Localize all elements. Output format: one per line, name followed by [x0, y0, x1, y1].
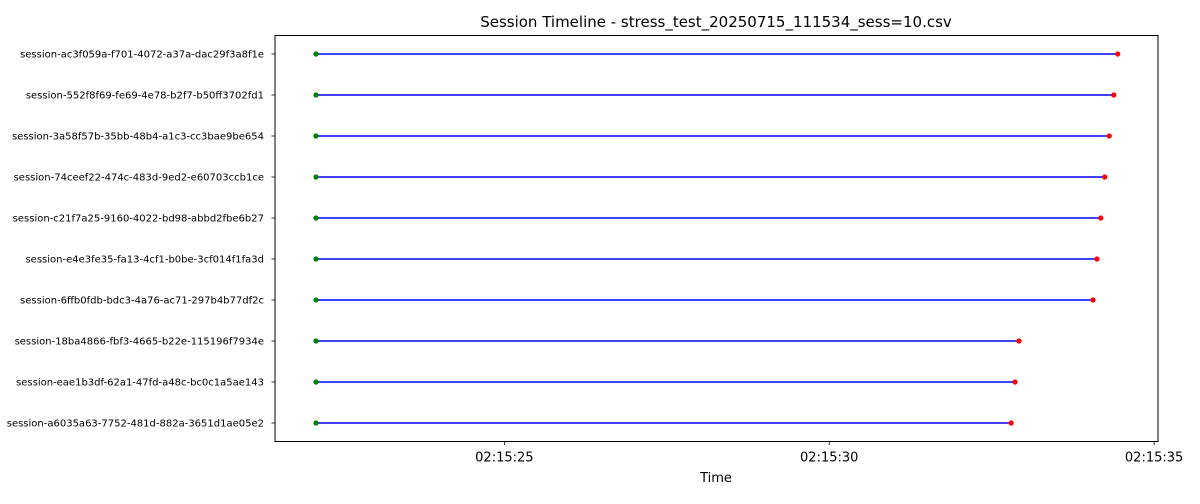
chart-title: Session Timeline - stress_test_20250715_…: [480, 13, 952, 32]
y-tick-label: session-74ceef22-474c-483d-9ed2-e60703cc…: [14, 173, 264, 184]
session-end-marker: [1115, 51, 1121, 57]
y-tick-label: session-e4e3fe35-fa13-4cf1-b0be-3cf014f1…: [25, 255, 264, 266]
session-end-marker: [1090, 297, 1096, 303]
x-axis-label: Time: [699, 471, 732, 486]
y-tick-label: session-3a58f57b-35bb-48b4-a1c3-cc3bae9b…: [12, 132, 264, 143]
session-start-marker: [313, 51, 319, 57]
plot-area: [313, 51, 1121, 426]
session-start-marker: [313, 92, 319, 98]
session-start-marker: [313, 297, 319, 303]
x-tick-label: 02:15:35: [1125, 451, 1183, 466]
y-tick-label: session-552f8f69-fe69-4e78-b2f7-b50ff370…: [26, 91, 264, 102]
session-end-marker: [1111, 92, 1117, 98]
x-axis: 02:15:25 02:15:30 02:15:35: [475, 441, 1183, 466]
session-start-marker: [313, 420, 319, 426]
y-tick-label: session-a6035a63-7752-481d-882a-3651d1ae…: [7, 419, 264, 430]
session-start-marker: [313, 133, 319, 139]
session-start-marker: [313, 338, 319, 344]
plot-frame: [274, 35, 1159, 442]
session-end-marker: [1094, 256, 1100, 262]
y-axis: session-ac3f059a-f701-4072-a37a-dac29f3a…: [7, 50, 275, 430]
session-end-marker: [1106, 133, 1112, 139]
y-tick-label: session-18ba4866-fbf3-4665-b22e-115196f7…: [15, 337, 264, 348]
x-tick-label: 02:15:25: [475, 451, 533, 466]
x-tick-label: 02:15:30: [800, 451, 858, 466]
session-start-marker: [313, 174, 319, 180]
session-start-marker: [313, 379, 319, 385]
session-start-marker: [313, 215, 319, 221]
session-end-marker: [1098, 215, 1104, 221]
session-start-marker: [313, 256, 319, 262]
y-tick-label: session-eae1b3df-62a1-47fd-a48c-bc0c1a5a…: [16, 378, 264, 389]
y-tick-label: session-6ffb0fdb-bdc3-4a76-ac71-297b4b77…: [20, 296, 264, 307]
session-end-marker: [1012, 379, 1018, 385]
session-end-marker: [1008, 420, 1014, 426]
session-end-marker: [1102, 174, 1108, 180]
y-tick-label: session-c21f7a25-9160-4022-bd98-abbd2fbe…: [13, 214, 264, 225]
session-end-marker: [1016, 338, 1022, 344]
y-tick-label: session-ac3f059a-f701-4072-a37a-dac29f3a…: [20, 50, 264, 61]
